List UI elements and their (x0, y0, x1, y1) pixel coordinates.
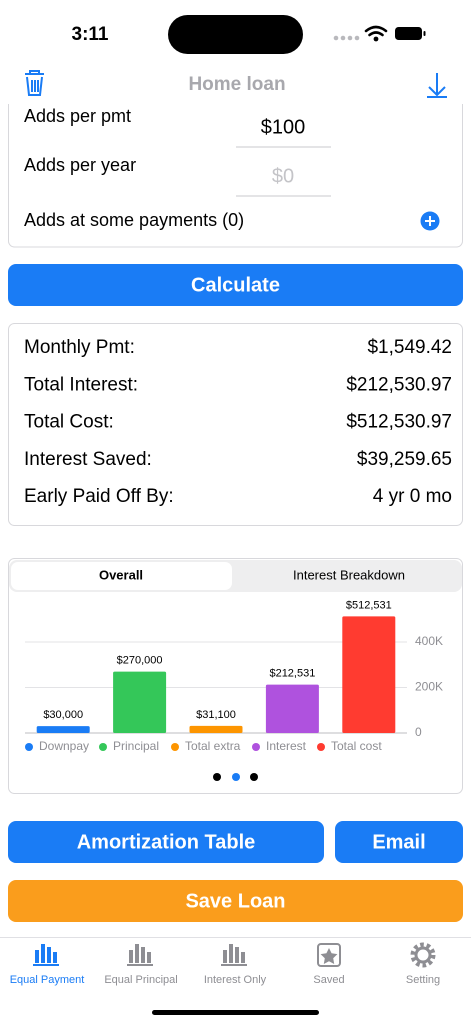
calculate-label: Calculate (191, 274, 280, 296)
input-label: Adds per pmt (24, 106, 131, 126)
segment-label[interactable]: Interest Breakdown (293, 567, 405, 582)
tab-label[interactable]: Setting (406, 974, 440, 986)
result-label: Interest Saved: (24, 449, 152, 470)
y-tick-label: 0 (415, 725, 422, 739)
gear-ring (414, 946, 432, 964)
legend-swatch (171, 743, 179, 751)
add-plus (425, 216, 435, 226)
tab-icon[interactable] (221, 944, 247, 966)
value-label: $512,531 (346, 599, 392, 611)
y-tick-label: 200K (415, 680, 443, 694)
results: Monthly Pmt: $1,549.42 Total Interest: $212… (24, 337, 452, 507)
result-value: $39,259.65 (357, 449, 452, 470)
legend-label: Total cost (331, 739, 382, 753)
input-value[interactable]: $100 (261, 116, 306, 138)
battery (395, 27, 422, 40)
page-dot[interactable] (250, 773, 258, 781)
wifi (364, 25, 388, 37)
y-tick-label: 400K (415, 634, 443, 648)
legend-label: Interest (266, 739, 307, 753)
time: 3:11 (72, 24, 109, 45)
input-label: Adds per year (24, 155, 136, 175)
amortization-button[interactable] (8, 821, 324, 863)
legend-label: Downpay (39, 739, 89, 753)
star (320, 948, 338, 964)
nav-title: Home loan (188, 74, 285, 95)
page-dot[interactable] (213, 773, 221, 781)
value-label: $270,000 (117, 654, 163, 666)
bar (36, 726, 90, 733)
trash-icon[interactable] (25, 70, 44, 96)
wifi-dot (373, 36, 379, 42)
result-value: $1,549.42 (367, 337, 452, 358)
legend-label: Total extra (185, 739, 241, 753)
result-label: Total Cost: (24, 412, 114, 433)
segment-label[interactable]: Overall (99, 567, 143, 582)
bar (342, 616, 396, 733)
tab-icon[interactable] (410, 942, 436, 968)
tab-label[interactable]: Equal Payment (10, 974, 85, 986)
input-placeholder[interactable]: $0 (272, 165, 294, 187)
download-icon[interactable] (427, 73, 447, 98)
tab-label[interactable]: Interest Only (204, 974, 267, 986)
result-label: Early Paid Off By: (24, 486, 174, 507)
legend-label: Principal (113, 739, 159, 753)
value-label: $30,000 (43, 709, 83, 721)
tab-label[interactable]: Saved (313, 974, 344, 986)
result-label: Monthly Pmt: (24, 337, 135, 358)
button-label: Amortization Table (77, 831, 256, 853)
page-dot[interactable] (232, 773, 240, 781)
result-label: Total Interest: (24, 374, 138, 395)
value-label: $31,100 (196, 709, 236, 721)
segment-selected[interactable] (11, 562, 232, 590)
button-label: Save Loan (185, 890, 285, 912)
signal (333, 35, 360, 41)
button-label: Email (372, 831, 425, 853)
chart: 0 200K 400K $30,000 $270,000 $31,100 $212,531 $… (25, 599, 443, 753)
battery-cap (423, 31, 426, 36)
result-value: $212,530.97 (346, 374, 452, 395)
legend-swatch (99, 743, 107, 751)
save-button[interactable] (8, 880, 463, 922)
results-card (8, 323, 463, 526)
home-indicator (152, 1010, 319, 1015)
email-button[interactable] (335, 821, 463, 863)
legend-swatch (252, 743, 260, 751)
legend-swatch (25, 743, 33, 751)
bar (113, 671, 167, 733)
result-value: 4 yr 0 mo (373, 486, 452, 507)
bar (189, 725, 243, 733)
tab-icon[interactable] (317, 943, 341, 967)
tab-icon[interactable] (33, 944, 59, 966)
legend-swatch (317, 743, 325, 751)
dynamic-island (168, 15, 303, 54)
value-label: $212,531 (269, 668, 315, 680)
tab-icon[interactable] (127, 944, 153, 966)
calculate-button[interactable] (8, 264, 463, 306)
bar (265, 684, 319, 733)
adds-label: Adds at some payments (0) (24, 210, 244, 230)
result-value: $512,530.97 (346, 412, 452, 433)
tab-label[interactable]: Equal Principal (104, 974, 177, 986)
